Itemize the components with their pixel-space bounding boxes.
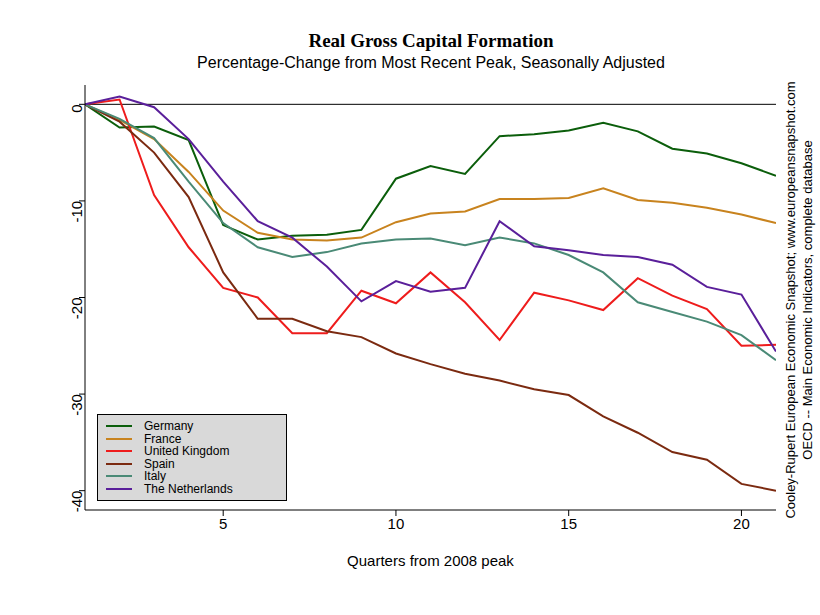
svg-text:-20: -20 (68, 298, 85, 320)
svg-text:0: 0 (68, 104, 85, 112)
html-text:Spain: Spain (144, 456, 175, 471)
html-text:OECD -- Main Economic Indicato: OECD -- Main Economic Indicators, comple… (799, 140, 815, 460)
html-text:The Netherlands: The Netherlands (144, 481, 233, 496)
html-text:Italy: Italy (144, 469, 166, 484)
html-text:Quarters from 2008 peak: Quarters from 2008 peak (347, 552, 514, 569)
html-text:Percentage-Change from Most Re: Percentage-Change from Most Recent Peak,… (197, 54, 665, 71)
svg-text:20: 20 (733, 515, 750, 532)
svg-text:-40: -40 (68, 491, 85, 513)
html-text:Real Gross Capital Formation: Real Gross Capital Formation (308, 30, 554, 51)
html-text:Germany: Germany (144, 419, 194, 434)
html-text:France: France (144, 431, 182, 446)
svg-text:5: 5 (219, 515, 227, 532)
svg-text:-30: -30 (68, 394, 85, 416)
svg-text:15: 15 (560, 515, 577, 532)
html-text:Cooley-Rupert European Economi: Cooley-Rupert European Economic Snapshot… (782, 81, 798, 519)
html-text:United Kingdom: United Kingdom (144, 444, 230, 459)
svg-text:-10: -10 (68, 201, 85, 223)
svg-text:10: 10 (388, 515, 405, 532)
